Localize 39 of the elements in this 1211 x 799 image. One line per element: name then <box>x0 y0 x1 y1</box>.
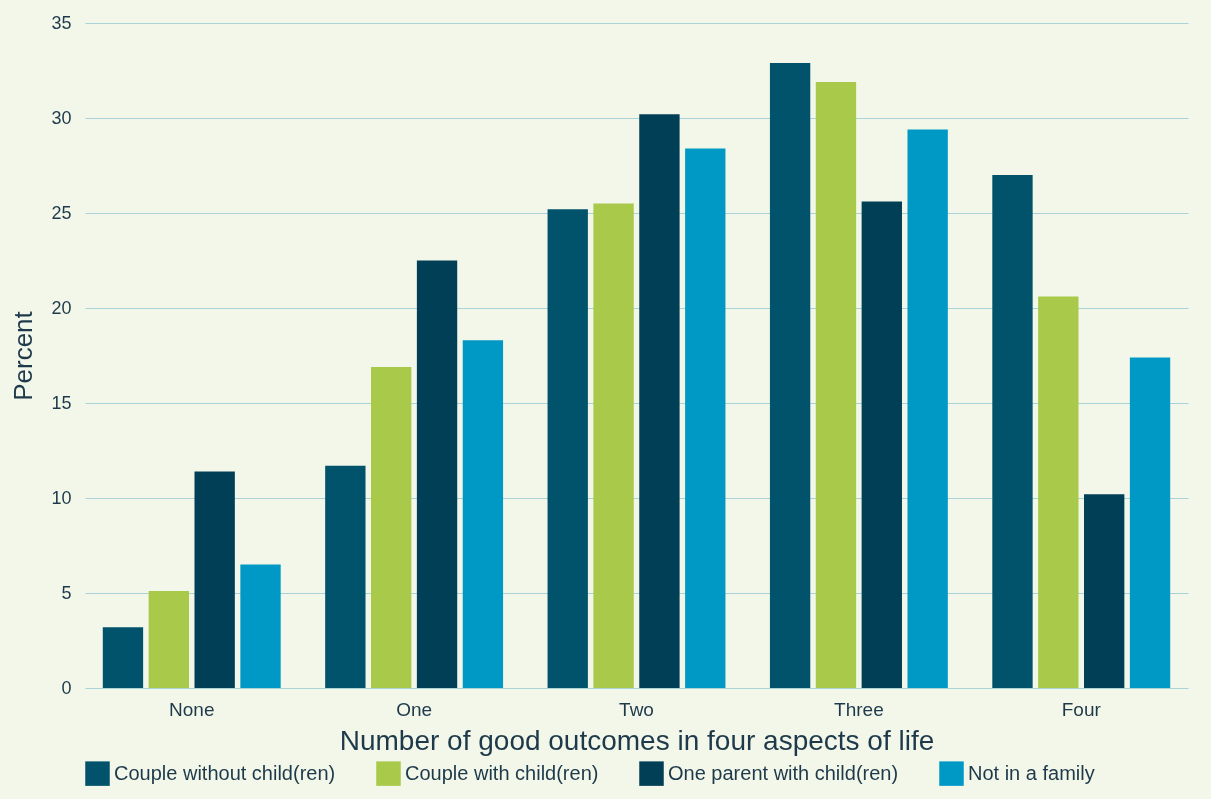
x-tick-label: Four <box>1061 698 1102 720</box>
bar <box>416 260 458 688</box>
bar <box>194 471 235 688</box>
x-tick-label: None <box>169 698 215 720</box>
bar <box>240 564 281 688</box>
legend-label: One parent with child(ren) <box>668 761 899 784</box>
x-tick-label: One <box>396 698 433 720</box>
bar <box>148 591 189 688</box>
bar <box>1084 494 1125 688</box>
y-tick-label: 5 <box>61 582 72 603</box>
y-tick-label: 0 <box>61 677 72 698</box>
y-tick-label: 15 <box>51 392 72 413</box>
bar <box>547 209 588 688</box>
y-tick-label: 25 <box>51 202 72 223</box>
bar <box>769 62 811 688</box>
bar <box>861 201 902 688</box>
bar <box>685 148 726 688</box>
y-tick-label: 10 <box>51 487 72 508</box>
bar <box>1038 296 1079 688</box>
bar <box>371 366 412 688</box>
y-tick-label: 20 <box>51 297 72 318</box>
bar <box>1129 357 1171 688</box>
bar <box>325 465 366 688</box>
bar <box>815 81 857 688</box>
y-tick-label: 35 <box>51 12 72 33</box>
x-tick-label: Two <box>619 698 654 720</box>
bar <box>462 340 504 688</box>
y-axis-title: Percent <box>8 310 39 401</box>
legend-label: Couple with child(ren) <box>405 761 599 784</box>
bar <box>102 627 144 688</box>
bar <box>639 114 680 688</box>
bar <box>907 129 948 688</box>
y-tick-label: 30 <box>51 107 72 128</box>
bar <box>992 175 1033 688</box>
legend-label: Not in a family <box>968 761 1095 784</box>
x-tick-label: Three <box>834 698 884 720</box>
legend-label: Couple without child(ren) <box>114 761 336 784</box>
bar <box>593 203 634 688</box>
x-axis-title: Number of good outcomes in four aspects of life <box>339 724 935 756</box>
